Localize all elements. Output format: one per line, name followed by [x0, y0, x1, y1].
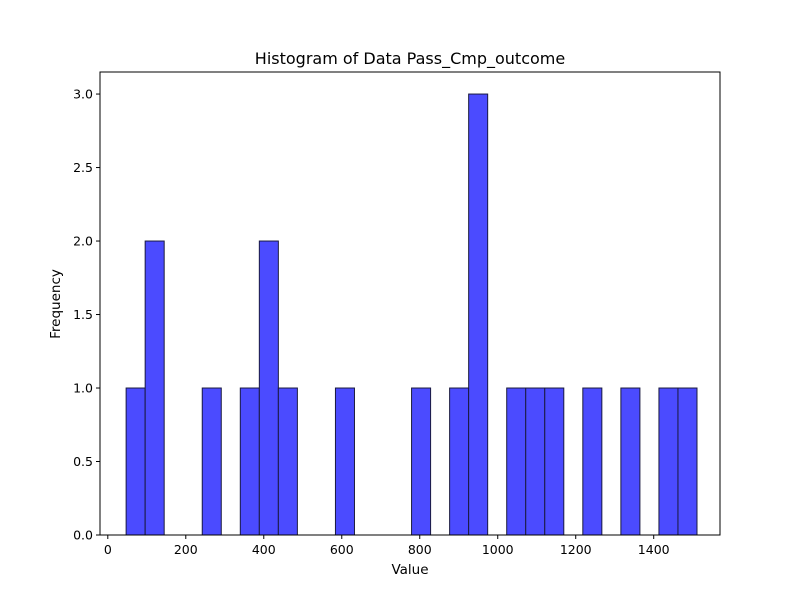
y-tick-label-0: 0.0: [73, 528, 93, 543]
x-tick-label-4: 800: [408, 542, 432, 557]
histogram-bar-11: [525, 387, 546, 536]
histogram-bar-9: [468, 93, 489, 536]
x-tick-label-1: 200: [174, 542, 198, 557]
y-tick-label-2: 1.0: [73, 381, 93, 396]
histogram-bar-3: [239, 387, 260, 536]
histogram-bar-2: [201, 387, 222, 536]
chart-title: Histogram of Data Pass_Cmp_outcome: [255, 49, 565, 69]
histogram-bar-13: [582, 387, 603, 536]
histogram-bar-0: [125, 387, 146, 536]
histogram-bar-10: [506, 387, 527, 536]
x-tick-label-2: 400: [252, 542, 276, 557]
y-axis-label: Frequency: [48, 269, 64, 339]
x-tick-label-7: 1400: [638, 542, 670, 557]
y-axis-ticks: 0.0 0.5 1.0 1.5 2.0 2.5 3.0: [73, 87, 100, 543]
x-tick-label-5: 1000: [482, 542, 514, 557]
y-tick-label-4: 2.0: [73, 234, 93, 249]
histogram-bar-1: [144, 240, 165, 536]
x-tick-label-0: 0: [104, 542, 112, 557]
histogram-bar-6: [334, 387, 355, 536]
x-tick-label-3: 600: [330, 542, 354, 557]
histogram-bar-14: [620, 387, 641, 536]
y-tick-label-6: 3.0: [73, 87, 93, 102]
x-axis-ticks: 0 200 400 600 800 1000 1200 1400: [104, 535, 670, 557]
histogram-bar-5: [277, 387, 298, 536]
histogram-bar-7: [411, 387, 432, 536]
y-tick-label-5: 2.5: [73, 160, 93, 175]
bars-group: [125, 93, 698, 536]
x-axis-label: Value: [391, 562, 428, 578]
histogram-bar-8: [449, 387, 470, 536]
y-tick-label-1: 0.5: [73, 454, 93, 469]
histogram-bar-12: [544, 387, 565, 536]
histogram-bar-16: [677, 387, 698, 536]
x-tick-label-6: 1200: [560, 542, 592, 557]
histogram-bar-15: [658, 387, 679, 536]
y-tick-label-3: 1.5: [73, 307, 93, 322]
histogram-bar-4: [258, 240, 279, 536]
plot-frame: [99, 71, 721, 536]
